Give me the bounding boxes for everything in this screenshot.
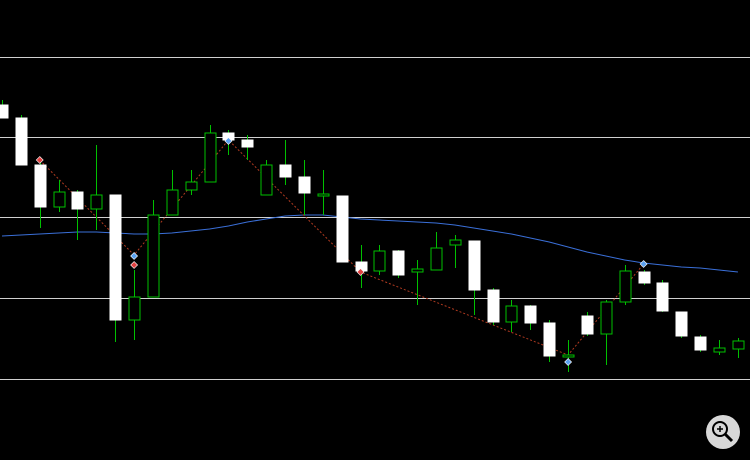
candle-body <box>260 164 273 196</box>
candle-body <box>505 305 518 323</box>
candle-body <box>0 104 9 119</box>
zoom-button[interactable] <box>706 415 740 449</box>
candle-body <box>109 194 122 321</box>
candle-body <box>147 214 160 298</box>
candle-body <box>600 301 613 335</box>
zoom-icon[interactable] <box>706 415 740 449</box>
signal-marker <box>35 156 44 164</box>
candle-body <box>675 311 688 337</box>
candle-body <box>373 250 386 272</box>
candle-body <box>34 164 47 208</box>
candle-body <box>449 239 462 246</box>
candle-body <box>468 240 481 291</box>
candle-body <box>619 270 632 303</box>
plot <box>0 57 750 380</box>
candle-body <box>713 347 726 353</box>
candle-body <box>656 282 669 312</box>
candle-body <box>241 139 254 148</box>
candle-body <box>317 193 330 197</box>
zoom-lens <box>712 421 728 437</box>
candle-body <box>298 176 311 194</box>
candle-body <box>279 164 292 178</box>
signal-marker <box>639 260 648 268</box>
candle-body <box>204 132 217 183</box>
candle-body <box>638 271 651 284</box>
candle-body <box>430 247 443 271</box>
candle-body <box>543 322 556 357</box>
candle-body <box>90 194 103 210</box>
candle-body <box>185 181 198 191</box>
candle-body <box>487 289 500 323</box>
candle-body <box>166 189 179 216</box>
candle-body <box>53 191 66 208</box>
signal-marker <box>130 261 139 269</box>
moving-average <box>1 214 738 273</box>
candle-body <box>562 354 575 358</box>
candle-body <box>71 191 84 210</box>
candle-body <box>411 268 424 273</box>
candle-body <box>524 305 537 324</box>
candle-body <box>694 336 707 351</box>
signal-marker <box>356 268 365 276</box>
signal-marker <box>564 358 573 366</box>
candle-body <box>392 250 405 276</box>
signal-marker <box>130 252 139 260</box>
candle-body <box>732 340 745 350</box>
candle-body <box>128 296 141 321</box>
zigzag-line <box>39 139 644 356</box>
zoom-handle <box>723 432 734 443</box>
candle-body <box>15 117 28 166</box>
candle-body <box>336 195 349 263</box>
signal-marker <box>224 137 233 145</box>
candle-body <box>581 315 594 335</box>
